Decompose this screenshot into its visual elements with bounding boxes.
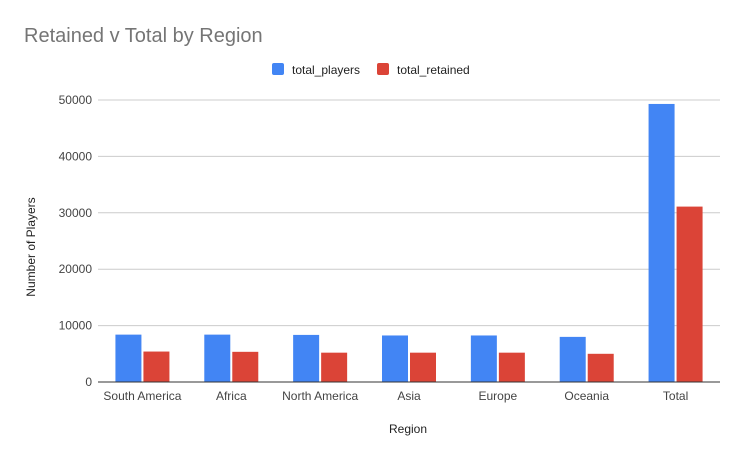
chart-title: Retained v Total by Region: [24, 25, 263, 47]
x-axis-title: Region: [389, 422, 427, 436]
bar-total_retained: [232, 351, 259, 382]
bar-total_retained: [676, 206, 703, 382]
y-tick-label: 50000: [59, 93, 93, 107]
legend-swatch: [272, 63, 284, 75]
x-tick-label: Asia: [397, 389, 421, 403]
x-tick-label: Europe: [479, 389, 518, 403]
x-axis-ticks: South America Africa North America Asia Euro…: [103, 389, 688, 403]
y-tick-label: 10000: [59, 319, 93, 333]
bar-total_retained: [143, 351, 170, 382]
bar-total_players: [204, 334, 231, 382]
y-tick-label: 20000: [59, 262, 93, 276]
bar-total_retained: [321, 352, 348, 382]
x-tick-label: Africa: [216, 389, 247, 403]
x-tick-label: North America: [282, 389, 358, 403]
legend: total_players total_retained: [272, 63, 470, 77]
x-tick-label: South America: [103, 389, 181, 403]
bar-total_players: [648, 103, 675, 382]
gridlines: [98, 99, 720, 327]
bar-total_players: [382, 335, 408, 382]
x-tick-label: Total: [663, 389, 688, 403]
legend-label: total_players: [292, 63, 360, 77]
bar-total_players: [470, 335, 497, 382]
x-tick-label: Oceania: [564, 389, 609, 403]
y-axis-title: Number of Players: [24, 197, 38, 296]
bar-total_players: [115, 334, 142, 382]
y-axis-ticks: 0 10000 20000 30000 40000 50000: [59, 93, 93, 389]
legend-swatch: [377, 63, 389, 75]
legend-label: total_retained: [397, 63, 470, 77]
bar-total_retained: [587, 353, 614, 382]
y-tick-label: 30000: [59, 206, 93, 220]
bar-total_players: [293, 334, 320, 382]
bars: [115, 103, 703, 382]
y-tick-label: 40000: [59, 149, 93, 163]
y-tick-label: 0: [85, 375, 92, 389]
bar-total_retained: [410, 352, 436, 382]
bar-total_players: [559, 336, 586, 382]
bar-total_retained: [498, 352, 525, 382]
